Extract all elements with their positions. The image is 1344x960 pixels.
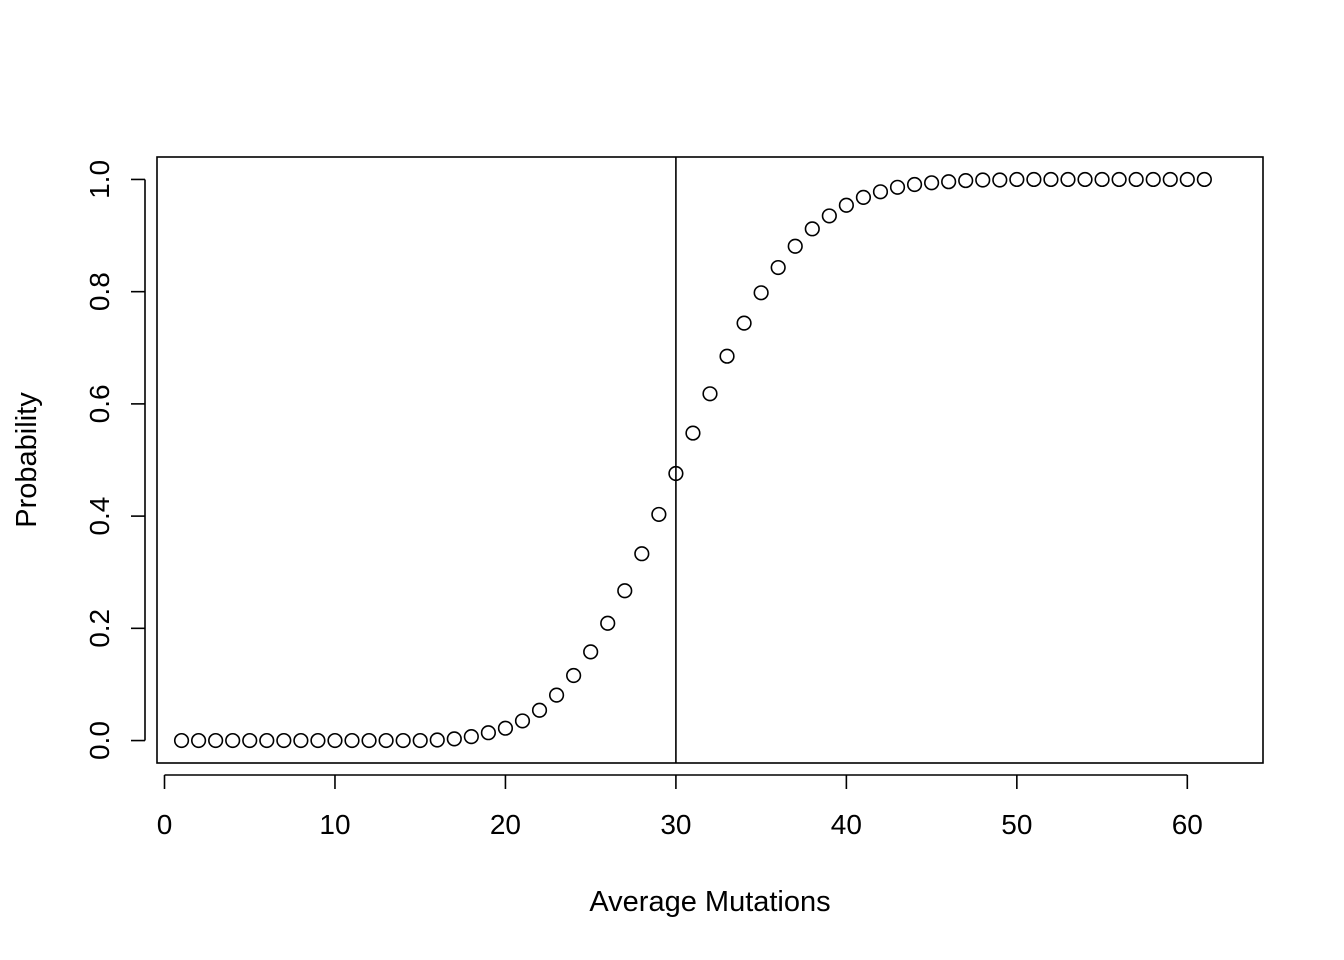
- x-axis: 0 10 20 30 40 50 60: [157, 774, 1203, 840]
- y-axis-title: Probability: [11, 392, 43, 528]
- data-point: [276, 732, 292, 749]
- y-tick-label: 0.2: [84, 609, 115, 648]
- data-point: [1026, 171, 1042, 188]
- data-point: [1077, 171, 1093, 188]
- data-point: [872, 184, 889, 200]
- data-point: [514, 713, 531, 729]
- data-point: [412, 732, 428, 749]
- data-point: [310, 732, 326, 749]
- data-point: [242, 732, 258, 749]
- data-point: [906, 176, 923, 193]
- data-point: [497, 720, 514, 736]
- x-tick-label: 10: [319, 809, 350, 840]
- data-point: [1009, 171, 1025, 188]
- data-point: [600, 615, 616, 631]
- data-point: [208, 732, 224, 749]
- data-point: [583, 644, 599, 660]
- data-point: [1179, 171, 1195, 188]
- y-tick-label: 0.6: [84, 384, 115, 423]
- data-point: [378, 732, 394, 749]
- data-point: [1196, 171, 1212, 188]
- data-point: [941, 174, 957, 190]
- data-point: [531, 702, 548, 718]
- data-point: [617, 583, 633, 599]
- data-point: [855, 189, 872, 205]
- data-point: [992, 172, 1008, 188]
- data-point: [651, 506, 667, 523]
- y-tick-label: 1.0: [84, 160, 115, 199]
- data-point: [1162, 171, 1178, 188]
- x-tick-label: 60: [1172, 809, 1203, 840]
- x-tick-label: 50: [1001, 809, 1032, 840]
- data-point: [566, 667, 582, 684]
- data-point: [668, 465, 684, 482]
- data-point: [1094, 171, 1110, 188]
- y-tick-label: 0.8: [84, 272, 115, 311]
- data-point: [225, 732, 241, 749]
- points-layer: [173, 171, 1212, 749]
- data-point: [770, 259, 786, 276]
- data-point: [259, 732, 275, 749]
- data-point: [361, 732, 377, 749]
- data-point: [190, 732, 207, 749]
- x-tick-label: 30: [660, 809, 691, 840]
- data-point: [480, 725, 496, 741]
- data-point: [924, 175, 940, 191]
- data-point: [889, 179, 906, 195]
- y-tick-label: 0.0: [84, 721, 115, 760]
- x-tick-label: 40: [831, 809, 862, 840]
- y-axis: 0.0 0.2 0.4 0.6 0.8 1.0: [84, 160, 146, 760]
- data-point: [975, 172, 991, 188]
- data-point: [429, 732, 445, 748]
- data-point: [173, 732, 190, 749]
- plot-frame: [156, 156, 1264, 764]
- data-point: [1128, 171, 1144, 188]
- data-point: [736, 315, 752, 331]
- data-point: [327, 732, 343, 749]
- x-tick-label: 20: [490, 809, 521, 840]
- x-axis-title: Average Mutations: [589, 886, 830, 918]
- data-point: [838, 197, 854, 213]
- data-point: [1145, 171, 1161, 188]
- data-point: [702, 386, 718, 402]
- data-point: [634, 546, 650, 562]
- y-tick-label: 0.4: [84, 497, 115, 536]
- data-point: [1060, 171, 1076, 188]
- data-point: [548, 687, 565, 703]
- data-point: [1111, 171, 1127, 188]
- x-tick-label: 0: [157, 809, 173, 840]
- data-point: [1043, 171, 1059, 188]
- data-point: [463, 729, 479, 745]
- data-point: [293, 732, 309, 749]
- data-point: [821, 208, 837, 224]
- data-point: [753, 285, 769, 301]
- data-point: [446, 731, 462, 747]
- data-point: [804, 221, 820, 237]
- data-point: [958, 172, 974, 189]
- data-point: [685, 425, 701, 441]
- data-point: [719, 348, 735, 364]
- data-point: [344, 732, 360, 749]
- data-point: [395, 732, 411, 749]
- data-point: [787, 238, 803, 254]
